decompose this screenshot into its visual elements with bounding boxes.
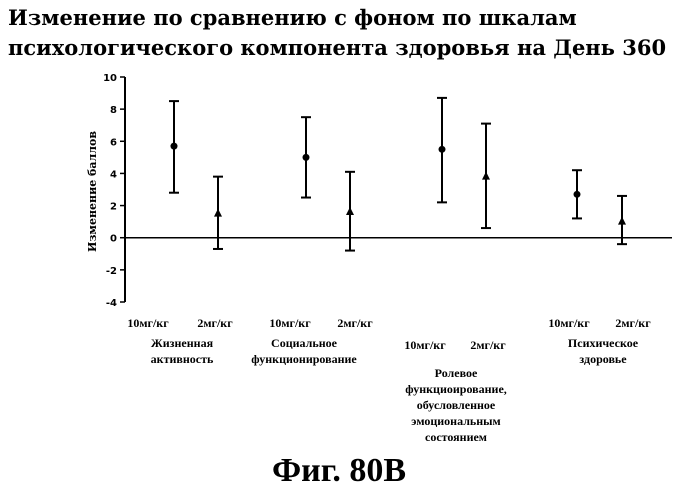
data-marks <box>169 98 627 251</box>
mean-point-triangle <box>346 207 354 215</box>
dose-label: 10мг/кг <box>404 338 446 352</box>
y-tick-label: 10 <box>103 73 117 84</box>
error-bar-4-2 <box>617 196 627 244</box>
mean-point-triangle <box>482 172 490 180</box>
mean-point-circle <box>574 191 581 198</box>
error-bar-2-2 <box>345 172 355 251</box>
dose-label: 2мг/кг <box>337 316 373 330</box>
category-name-2: Социальное функционирование <box>229 335 379 367</box>
y-tick-label: -2 <box>106 266 117 277</box>
dose-label: 10мг/кг <box>127 316 169 330</box>
dose-label: 2мг/кг <box>470 338 506 352</box>
mean-point-triangle <box>214 209 222 217</box>
y-tick-label: 0 <box>110 234 117 245</box>
y-tick-label: 2 <box>110 202 117 213</box>
error-bar-1-1 <box>169 101 179 193</box>
y-tick-label: 6 <box>110 137 117 148</box>
mean-point-circle <box>171 143 178 150</box>
y-tick-label: 8 <box>110 105 117 116</box>
y-axis-label: Изменение баллов <box>86 131 99 252</box>
error-bar-3-2 <box>481 124 491 228</box>
mean-point-circle <box>303 154 310 161</box>
y-ticks: -4 -2 0 2 4 6 8 10 <box>103 73 125 309</box>
error-bar-4-1 <box>572 170 582 218</box>
mean-point-circle <box>439 146 446 153</box>
dose-label: 10мг/кг <box>548 316 590 330</box>
category-name-3: Ролевое функциоирование, обусловленное э… <box>381 365 531 445</box>
dose-label: 2мг/кг <box>197 316 233 330</box>
dose-label: 10мг/кг <box>269 316 311 330</box>
error-bar-3-1 <box>437 98 447 202</box>
figure-caption: Фиг. 80В <box>0 452 678 490</box>
y-tick-label: -4 <box>106 298 117 309</box>
mean-point-triangle <box>618 217 626 225</box>
dose-label: 2мг/кг <box>615 316 651 330</box>
axes <box>125 77 672 302</box>
category-name-4: Психическое здоровье <box>543 335 663 367</box>
y-tick-label: 4 <box>110 169 117 180</box>
error-bar-2-1 <box>301 117 311 197</box>
